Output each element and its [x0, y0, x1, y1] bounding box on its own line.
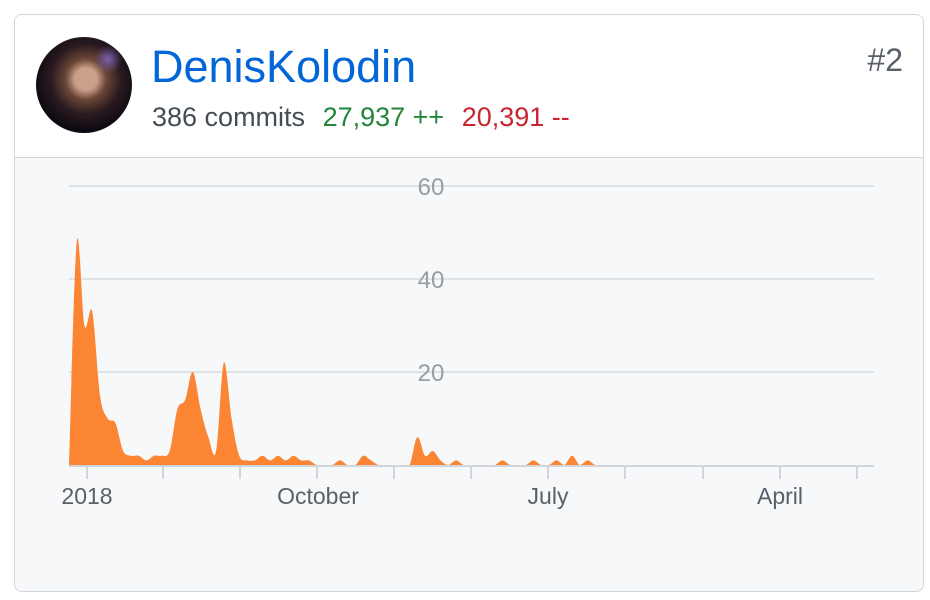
commit-area-series[interactable]	[69, 238, 874, 465]
y-tick-label: 60	[418, 174, 445, 201]
deletions-count: 20,391 --	[461, 102, 570, 132]
card-header: DenisKolodin #2 386 commits 27,937 ++ 20…	[15, 15, 923, 158]
x-tick-label: 2018	[61, 483, 112, 509]
contributor-card: DenisKolodin #2 386 commits 27,937 ++ 20…	[14, 14, 924, 592]
additions-count: 27,937 ++	[322, 102, 445, 132]
avatar[interactable]	[36, 37, 132, 133]
rank-badge: #2	[867, 42, 903, 78]
x-tick-label: October	[277, 483, 359, 509]
y-tick-label: 20	[418, 360, 445, 387]
commit-activity-chart: 60 40 20 2018 October July April	[15, 158, 923, 591]
username-link[interactable]: DenisKolodin	[151, 41, 417, 92]
contribution-stats: 386 commits 27,937 ++ 20,391 --	[152, 99, 570, 135]
y-tick-label: 40	[418, 267, 445, 294]
commit-chart-svg: 60 40 20 2018 October July April	[61, 174, 874, 509]
x-tick-label: July	[528, 483, 569, 509]
x-tick-label: April	[757, 483, 803, 509]
commit-count[interactable]: 386 commits	[152, 102, 306, 132]
